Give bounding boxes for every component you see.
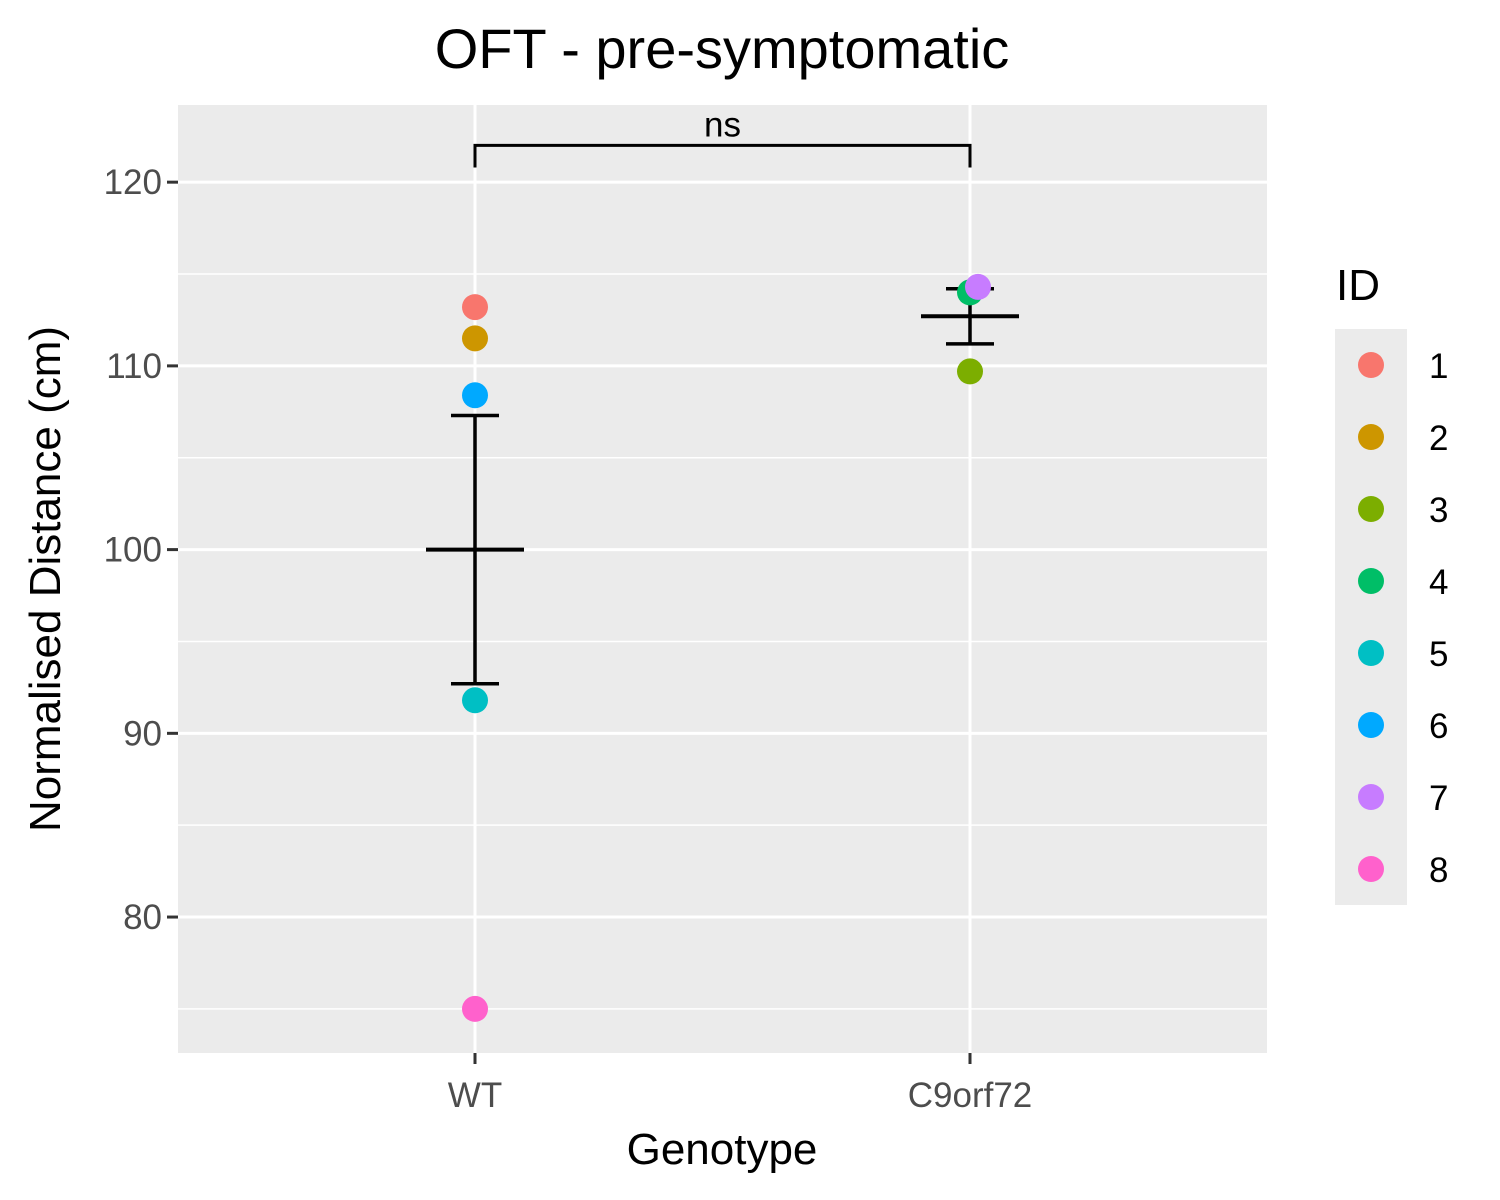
legend-label: 7 <box>1429 779 1448 818</box>
x-axis-title: Genotype <box>627 1125 818 1174</box>
plot-panel <box>178 105 1267 1053</box>
legend-key <box>1358 568 1384 594</box>
legend-label: 3 <box>1429 491 1448 530</box>
data-point <box>462 382 488 409</box>
legend-title: ID <box>1336 261 1380 310</box>
legend: ID 1 2 3 4 5 6 7 8 <box>1335 261 1448 905</box>
legend-key <box>1358 856 1384 882</box>
significance-line <box>473 143 972 168</box>
y-tick-label: 120 <box>104 163 162 202</box>
legend-label: 1 <box>1429 347 1448 386</box>
data-point <box>462 325 488 352</box>
legend-key-background <box>1335 329 1407 905</box>
legend-label: 8 <box>1429 851 1448 890</box>
data-points <box>462 273 991 1022</box>
significance-label: ns <box>704 105 741 144</box>
legend-label: 5 <box>1429 635 1448 674</box>
y-tick-label: 90 <box>123 714 162 753</box>
y-tick-label: 100 <box>104 531 162 570</box>
y-axis-title: Normalised Distance (cm) <box>21 326 70 832</box>
y-tick-label: 80 <box>123 898 162 937</box>
legend-label: 4 <box>1429 563 1448 602</box>
legend-key <box>1358 352 1384 378</box>
legend-key <box>1358 784 1384 810</box>
data-point <box>957 358 983 385</box>
data-point <box>965 273 991 300</box>
data-point <box>462 294 488 321</box>
x-tick-label: WT <box>448 1076 502 1115</box>
chart-title: OFT - pre-symptomatic <box>435 17 1010 80</box>
significance-bracket: ns <box>473 105 972 168</box>
legend-label: 2 <box>1429 419 1448 458</box>
y-axis: 80 90 100 110 120 <box>104 163 178 937</box>
data-point <box>462 687 488 714</box>
legend-key <box>1358 496 1384 522</box>
x-tick-label: C9orf72 <box>908 1076 1033 1115</box>
legend-key <box>1358 712 1384 738</box>
legend-label: 6 <box>1429 707 1448 746</box>
grid-lines <box>178 105 1267 1053</box>
data-point <box>462 995 488 1022</box>
legend-key <box>1358 640 1384 666</box>
y-tick-label: 110 <box>106 347 162 386</box>
legend-key <box>1358 424 1384 450</box>
x-axis: WT C9orf72 <box>448 1053 1032 1115</box>
